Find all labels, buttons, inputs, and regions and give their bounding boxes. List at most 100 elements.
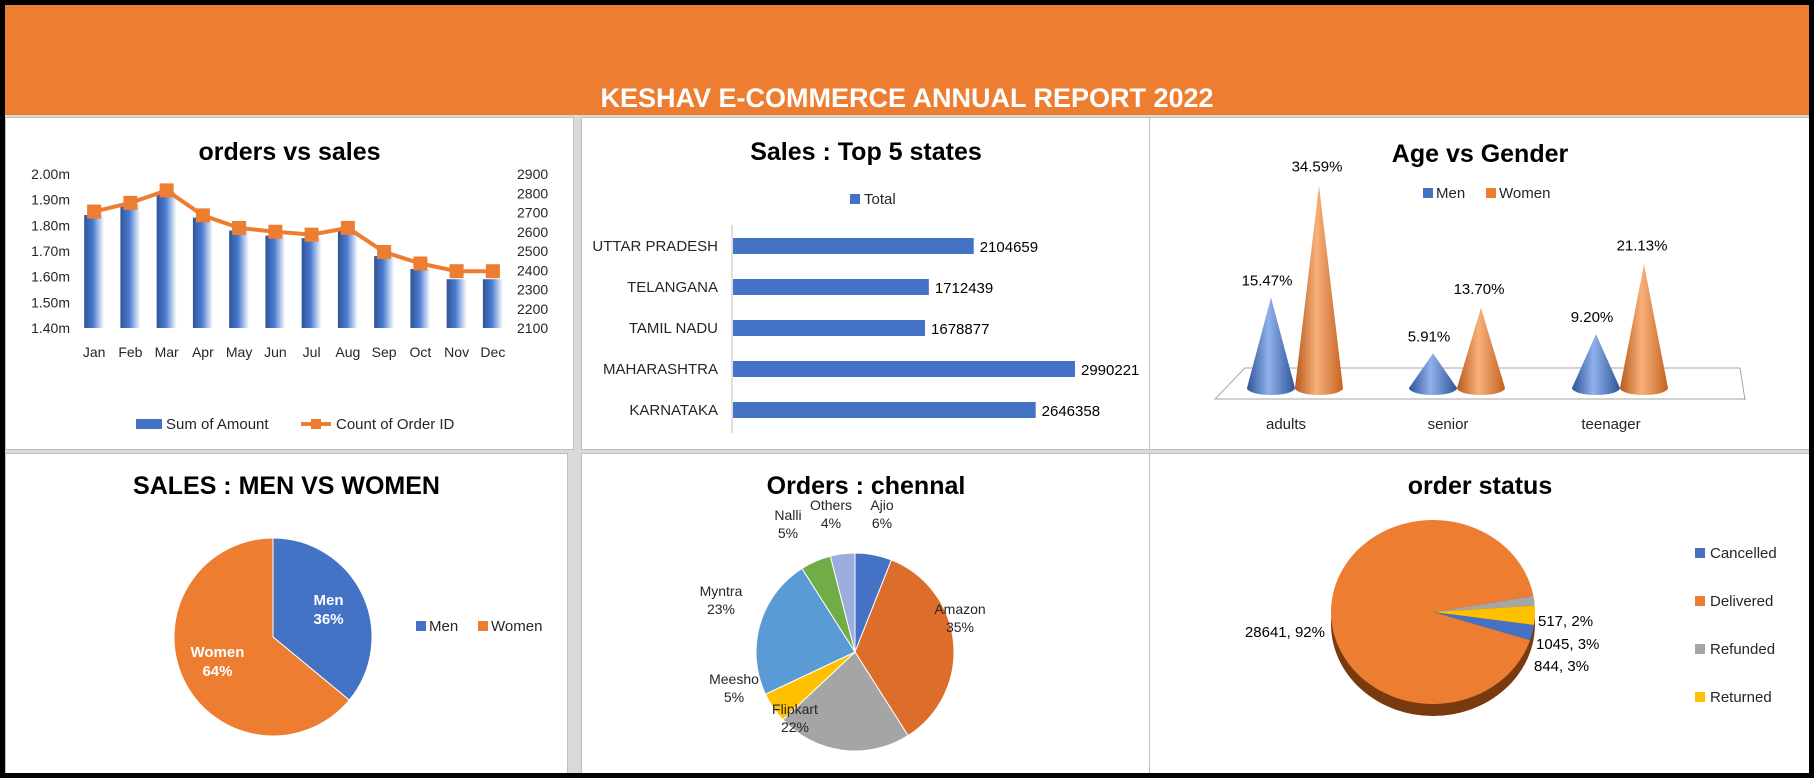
y-left-tick-label: 1.80m (31, 217, 70, 233)
y-right-tick-label: 2400 (517, 262, 548, 278)
legend-label-amount: Sum of Amount (166, 416, 269, 433)
state-bar (733, 402, 1036, 418)
legend-label-women: Women (1499, 185, 1550, 202)
order-count-marker (123, 195, 138, 210)
men-percent-label: 15.47% (1242, 273, 1293, 290)
sales-men-women-title: SALES : MEN VS WOMEN (133, 472, 440, 500)
legend-label-count: Count of Order ID (336, 416, 455, 433)
legend-label-delivered: Delivered (1710, 593, 1773, 610)
platform-slice-flipkart (782, 651, 909, 752)
order-count-marker (268, 224, 283, 239)
amount-bar (192, 217, 213, 328)
amount-bar (410, 268, 431, 328)
gender-slice-women (173, 537, 350, 737)
y-right-tick-label: 2500 (517, 243, 548, 259)
sales-men-women-panel: SALES : MEN VS WOMEN Men 36% Women 64% Men Wo… (5, 453, 568, 773)
order-count-marker (304, 227, 319, 242)
legend-swatch-cancelled (1695, 548, 1705, 558)
status-value-label: 28641, 92% (1245, 624, 1325, 641)
slice-percent-label: 5% (778, 525, 798, 541)
top5-states-panel: Sales : Top 5 states Total UTTAR PRADESH 2… (581, 117, 1151, 450)
state-value-label: 1712439 (935, 280, 993, 297)
x-tick-label: Jan (83, 344, 106, 360)
y-right-tick-label: 2900 (517, 166, 548, 182)
amount-bar (337, 230, 358, 328)
legend-label-women: Women (491, 618, 542, 635)
state-label: KARNATAKA (629, 402, 718, 419)
orders-chennal-title: Orders : chennal (766, 472, 966, 500)
gender-slice-men (272, 537, 373, 701)
status-value-label: 517, 2% (1538, 613, 1593, 630)
women-percent-label: 13.70% (1454, 281, 1505, 298)
platform-slice-amazon (854, 559, 955, 737)
order-status-panel: order status 844, 3% 28641, 92% 517, 2% 104… (1149, 453, 1809, 773)
x-tick-label: Aug (335, 344, 360, 360)
order-count-line (93, 188, 493, 274)
legend-label-returned: Returned (1710, 689, 1772, 706)
slice-percent-label: 64% (202, 663, 232, 680)
age-vs-gender-chart: Men Women 15.47% 34.59% adults 5.91% 13.70% sen… (1213, 159, 1746, 433)
state-label: TAMIL NADU (629, 320, 718, 337)
chart-floor (1213, 367, 1746, 401)
order-status-chart: 844, 3% 28641, 92% 517, 2% 1045, 3% Cancelle… (1245, 520, 1777, 716)
order-count-marker (449, 264, 464, 279)
order-count-marker (87, 204, 102, 219)
women-percent-label: 21.13% (1617, 237, 1668, 254)
legend-swatch-women (1486, 188, 1496, 198)
report-banner: KESHAV E-COMMERCE ANNUAL REPORT 2022 (5, 5, 1809, 115)
legend-label-men: Men (429, 618, 458, 635)
state-bar (733, 320, 926, 336)
state-bar (733, 238, 974, 254)
y-left-tick-label: 2.00m (31, 166, 70, 182)
legend-swatch-count-marker (311, 419, 321, 429)
orders-chennal-panel: Orders : chennal Ajio 6% Amazon 35% Flipkart… (581, 453, 1151, 773)
slice-name-label: Nalli (774, 507, 801, 523)
status-slice-delivered (1331, 520, 1534, 704)
slice-name-label: Others (810, 497, 852, 513)
order-count-marker (232, 220, 247, 235)
x-tick-label: Jun (264, 344, 287, 360)
legend-swatch-returned (1695, 692, 1705, 702)
state-label: MAHARASHTRA (603, 361, 718, 378)
amount-bar (120, 204, 141, 328)
order-count-marker (413, 256, 428, 271)
state-bar (733, 279, 929, 295)
legend-swatch-total (850, 194, 860, 204)
y-left-tick-label: 1.70m (31, 243, 70, 259)
amount-bar (446, 279, 467, 328)
dashboard-frame: KESHAV E-COMMERCE ANNUAL REPORT 2022 ord… (5, 5, 1809, 773)
status-slice-returned (1433, 605, 1535, 625)
men-cone (1247, 297, 1295, 395)
slice-percent-label: 35% (946, 619, 974, 635)
report-title: KESHAV E-COMMERCE ANNUAL REPORT 2022 (600, 83, 1214, 113)
y-left-tick-label: 1.40m (31, 320, 70, 336)
amount-bar (374, 256, 395, 328)
slice-name-label: Flipkart (772, 701, 818, 717)
slice-percent-label: 22% (781, 719, 809, 735)
order-count-marker (159, 183, 174, 198)
men-percent-label: 9.20% (1571, 309, 1614, 326)
legend-swatch-men (416, 621, 426, 631)
amount-bar (229, 230, 250, 328)
legend-label-cancelled: Cancelled (1710, 545, 1777, 562)
x-tick-label: Nov (444, 344, 469, 360)
platform-slice-myntra (755, 567, 856, 695)
y-right-tick-label: 2600 (517, 224, 548, 240)
y-left-tick-label: 1.60m (31, 269, 70, 285)
slice-percent-label: 23% (707, 601, 735, 617)
top5-states-title: Sales : Top 5 states (750, 138, 982, 166)
women-percent-label: 34.59% (1292, 159, 1343, 176)
orders-vs-sales-chart: 1.40m 1.50m 1.60m 1.70m 1.80m 1.90m 2.00m 2100 2… (31, 166, 548, 433)
legend-swatch-women (478, 621, 488, 631)
amount-bar (482, 279, 503, 328)
status-value-label: 1045, 3% (1536, 636, 1599, 653)
category-label: teenager (1581, 416, 1640, 433)
slice-percent-label: 4% (821, 515, 841, 531)
order-count-marker (377, 244, 392, 259)
legend-swatch-amount (136, 419, 162, 429)
y-left-tick-label: 1.50m (31, 294, 70, 310)
men-cone (1409, 353, 1457, 395)
x-tick-label: Dec (480, 344, 505, 360)
x-tick-label: Mar (155, 344, 179, 360)
x-tick-label: Oct (409, 344, 431, 360)
